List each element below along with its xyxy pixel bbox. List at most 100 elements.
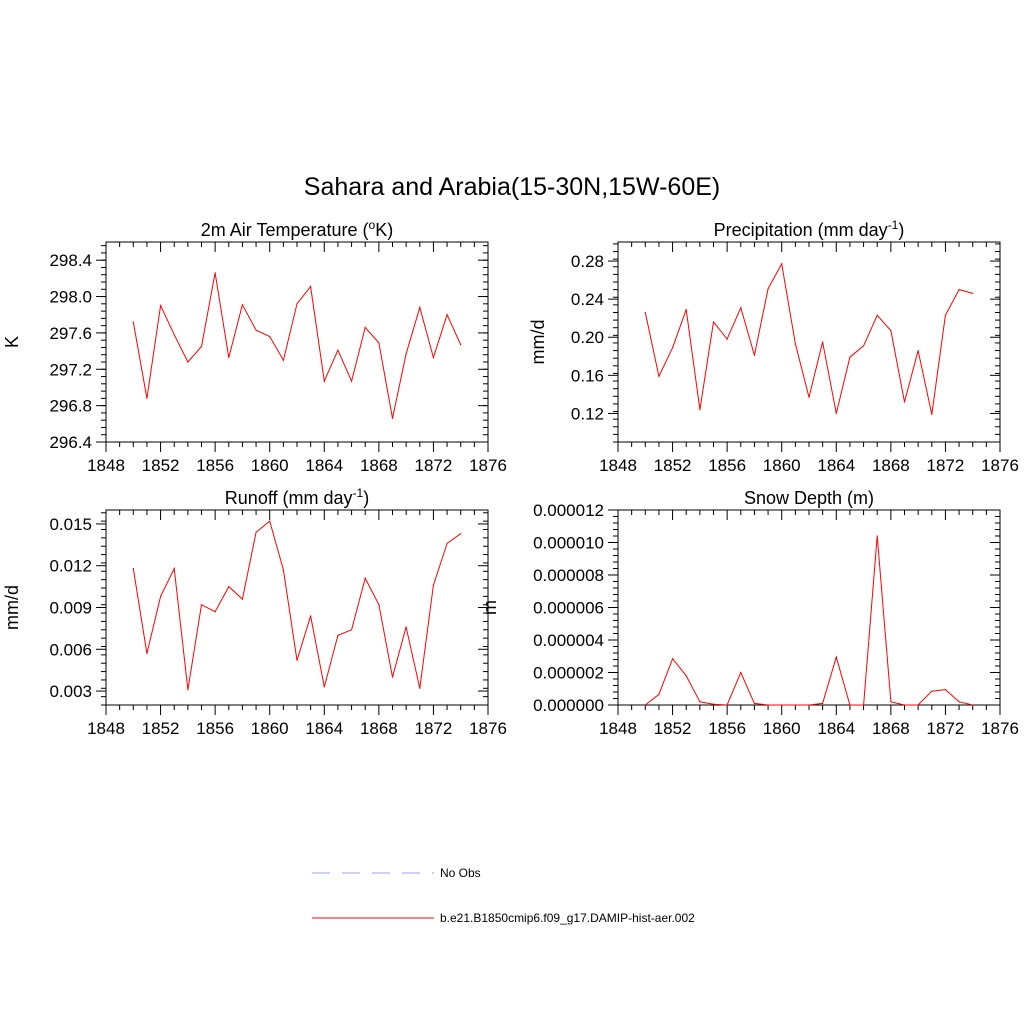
data-point bbox=[187, 361, 189, 363]
y-tick-label: 0.28 bbox=[571, 252, 604, 271]
x-tick-label: 1852 bbox=[142, 719, 180, 738]
data-point bbox=[132, 321, 134, 323]
data-point bbox=[958, 701, 960, 703]
x-tick-label: 1872 bbox=[927, 456, 965, 475]
legend-label-1: No Obs bbox=[440, 866, 481, 880]
x-tick-label: 1856 bbox=[708, 719, 746, 738]
x-tick-label: 1876 bbox=[981, 456, 1019, 475]
y-tick-label: 0.000006 bbox=[533, 599, 604, 618]
x-tick-label: 1876 bbox=[469, 719, 507, 738]
data-point bbox=[432, 356, 435, 359]
x-tick-label: 1848 bbox=[87, 456, 125, 475]
y-tick-label: 0.000002 bbox=[533, 664, 604, 683]
data-point bbox=[740, 307, 742, 309]
data-point bbox=[350, 629, 353, 631]
x-tick-label: 1864 bbox=[305, 456, 343, 475]
y-tick-label: 0.12 bbox=[571, 404, 604, 423]
data-point bbox=[917, 349, 919, 352]
data-point bbox=[228, 586, 230, 588]
x-tick-label: 1868 bbox=[872, 456, 910, 475]
panel-4: Snow Depth (m) 1848 1852 1856 1860 1864 1868 18… bbox=[480, 488, 1019, 738]
y-tick-label: 296.4 bbox=[49, 433, 92, 452]
x-tick-label: 1864 bbox=[817, 456, 855, 475]
data-point bbox=[269, 520, 271, 522]
y-axis-label: K bbox=[2, 336, 22, 348]
data-point bbox=[255, 329, 257, 331]
data-point bbox=[917, 704, 919, 706]
data-point bbox=[903, 401, 906, 403]
data-point bbox=[405, 626, 407, 628]
data-point bbox=[310, 285, 312, 288]
y-tick-label: 298.4 bbox=[49, 251, 92, 270]
data-point bbox=[685, 309, 687, 311]
data-point bbox=[753, 702, 756, 704]
legend: No Obs b.e21.B1850cmip6.f09_g17.DAMIP-his… bbox=[312, 866, 695, 925]
y-tick-label: 0.000010 bbox=[533, 534, 604, 553]
series-line bbox=[644, 262, 973, 415]
data-point bbox=[214, 611, 216, 613]
data-point bbox=[391, 676, 394, 678]
data-point bbox=[337, 349, 339, 351]
data-point bbox=[241, 598, 244, 600]
data-point bbox=[282, 569, 284, 571]
data-point bbox=[931, 690, 933, 692]
data-point bbox=[972, 704, 974, 706]
data-point bbox=[822, 702, 824, 704]
panel-title: Snow Depth (m) bbox=[744, 488, 874, 508]
x-tick-label: 1860 bbox=[763, 719, 801, 738]
y-tick-label: 0.000004 bbox=[533, 631, 604, 650]
data-point bbox=[350, 380, 353, 382]
y-axis-label: mm/d bbox=[2, 585, 22, 630]
y-tick-label: 0.20 bbox=[571, 328, 604, 347]
data-point bbox=[200, 345, 203, 348]
data-point bbox=[699, 701, 701, 703]
panel-2: Precipitation (mm day-1) 1848 1852 1856 1860… bbox=[528, 218, 1019, 475]
panel-title: Runoff (mm day-1) bbox=[225, 486, 369, 508]
data-point bbox=[432, 584, 435, 586]
x-tick-label: 1860 bbox=[763, 456, 801, 475]
data-point bbox=[446, 542, 448, 545]
data-point bbox=[767, 288, 769, 290]
data-point bbox=[323, 380, 325, 382]
y-axis-label: mm/d bbox=[528, 320, 548, 365]
x-tick-label: 1856 bbox=[196, 719, 234, 738]
panel-title: 2m Air Temperature (oK) bbox=[201, 218, 393, 240]
data-point bbox=[740, 671, 742, 674]
data-point bbox=[364, 577, 366, 579]
data-point bbox=[364, 326, 366, 329]
legend-label-2: b.e21.B1850cmip6.f09_g17.DAMIP-hist-aer.… bbox=[440, 911, 695, 925]
data-point bbox=[876, 314, 878, 316]
data-point bbox=[726, 338, 728, 340]
data-point bbox=[296, 659, 298, 662]
x-tick-label: 1860 bbox=[251, 719, 289, 738]
data-point bbox=[876, 535, 878, 537]
data-point bbox=[159, 305, 162, 307]
data-point bbox=[460, 533, 462, 535]
y-tick-label: 0.000000 bbox=[533, 696, 604, 715]
data-point bbox=[132, 567, 134, 570]
data-point bbox=[241, 304, 244, 306]
x-tick-label: 1868 bbox=[360, 456, 398, 475]
data-point bbox=[405, 353, 407, 355]
data-point bbox=[835, 412, 837, 415]
x-tick-label: 1876 bbox=[469, 456, 507, 475]
data-point bbox=[378, 342, 380, 344]
y-axis-label: m bbox=[480, 600, 500, 615]
data-point bbox=[419, 306, 421, 309]
data-point bbox=[767, 704, 769, 706]
data-point bbox=[228, 356, 230, 359]
y-tick-label: 0.015 bbox=[49, 515, 92, 534]
data-point bbox=[685, 675, 687, 677]
y-tick-label: 0.009 bbox=[49, 599, 92, 618]
series-line bbox=[644, 535, 973, 706]
main-title: Sahara and Arabia(15-30N,15W-60E) bbox=[304, 173, 720, 201]
data-point bbox=[794, 704, 796, 706]
data-point bbox=[310, 615, 312, 617]
data-point bbox=[658, 693, 660, 696]
data-point bbox=[781, 263, 783, 265]
data-point bbox=[378, 604, 380, 606]
data-point bbox=[446, 314, 448, 316]
data-point bbox=[159, 595, 162, 597]
y-tick-label: 296.8 bbox=[49, 397, 92, 416]
